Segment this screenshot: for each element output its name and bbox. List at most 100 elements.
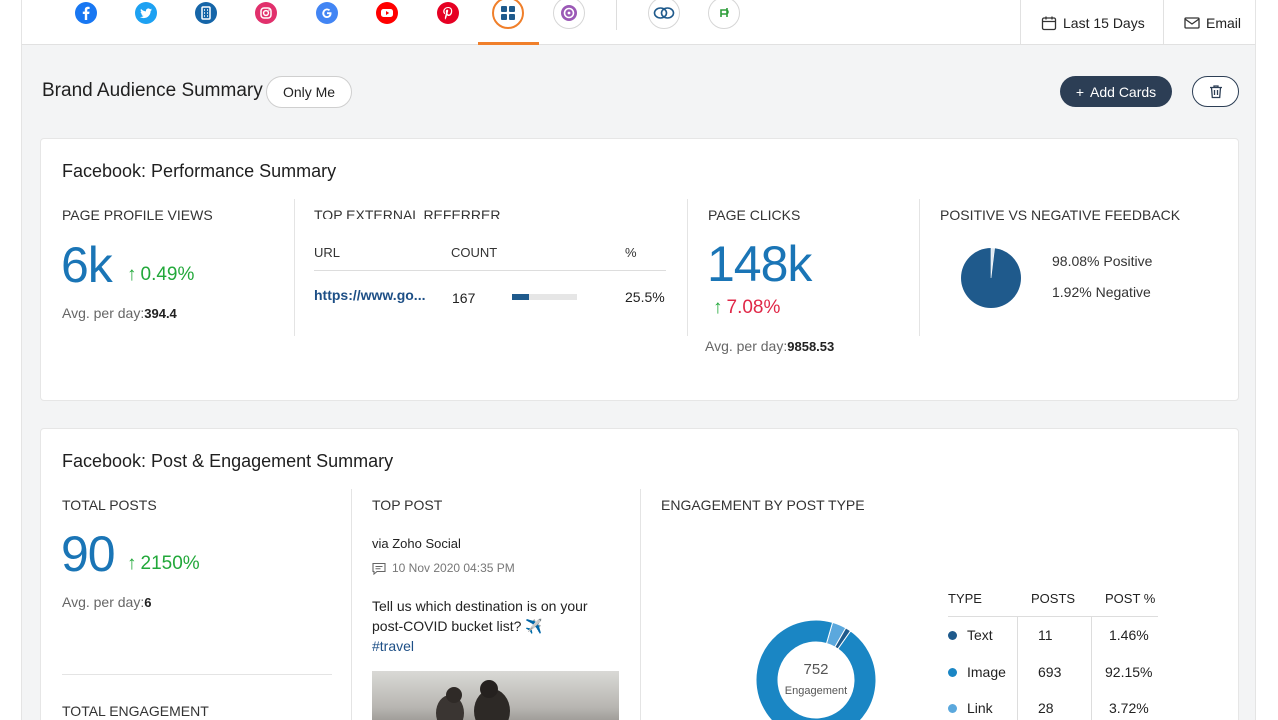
date-range-button[interactable]: Last 15 Days (1020, 0, 1163, 45)
col-pct: % (625, 245, 637, 260)
table-row: Text (948, 627, 993, 643)
engagement-type-label: ENGAGEMENT BY POST TYPE (661, 497, 865, 513)
post-hashtag[interactable]: #travel (372, 638, 415, 654)
total-engagement-label: TOTAL ENGAGEMENT (62, 703, 209, 719)
total-posts-label: TOTAL POSTS (62, 497, 157, 513)
page-clicks-change: ↑ 7.08% (713, 297, 780, 319)
total-posts-change: ↑ 2150% (127, 553, 200, 575)
avg-value: 394.4 (144, 306, 177, 321)
nav-separator (616, 0, 617, 30)
active-tab-indicator (478, 42, 539, 45)
donut-caption: Engagement (784, 685, 848, 697)
total-posts-avg: Avg. per day:6 (62, 594, 151, 610)
plus-icon: + (1075, 83, 1085, 100)
comment-icon (372, 562, 386, 575)
referrer-pct: 25.5% (625, 289, 665, 305)
section-divider (351, 489, 352, 720)
channel-navbar: Last 15 Days Email (22, 0, 1255, 45)
dashboard-icon[interactable] (492, 0, 524, 29)
arrow-up-icon: ↑ (713, 297, 723, 318)
referrer-url-link[interactable]: https://www.go... (314, 287, 426, 303)
top-post-label: TOP POST (372, 497, 443, 513)
custom-app-icon[interactable] (708, 0, 740, 29)
profile-views-change: ↑ 0.49% (127, 264, 194, 286)
delete-button[interactable] (1192, 76, 1239, 107)
referrer-share-fill (512, 294, 529, 300)
performance-summary-card: Facebook: Performance Summary PAGE PROFI… (40, 138, 1239, 401)
top-post-image[interactable] (372, 671, 619, 720)
date-range-label: Last 15 Days (1063, 14, 1145, 31)
avg-value: 9858.53 (787, 339, 835, 354)
youtube-icon[interactable] (371, 0, 403, 29)
visibility-button[interactable]: Only Me (266, 76, 352, 108)
row-pct: 1.46% (1109, 627, 1149, 643)
donut-total: 752 (803, 661, 829, 678)
negative-legend: 1.92% Negative (1052, 284, 1151, 300)
add-cards-button[interactable]: + Add Cards (1060, 76, 1172, 107)
section-divider (919, 199, 920, 336)
table-row: Link (948, 700, 993, 716)
table-col-rule (1017, 616, 1018, 720)
email-label: Email (1206, 14, 1242, 31)
add-cards-label: Add Cards (1090, 83, 1157, 100)
arrow-up-icon: ↑ (127, 264, 137, 285)
facebook-icon[interactable] (70, 0, 102, 29)
email-button[interactable]: Email (1163, 0, 1255, 45)
profile-views-value: 6k (61, 237, 113, 293)
change-value: 7.08% (726, 297, 781, 318)
th-type: TYPE (948, 591, 982, 606)
table-col-rule (1091, 616, 1092, 720)
table-header-rule (948, 616, 1158, 617)
row-type: Link (967, 700, 993, 716)
th-posts: POSTS (1031, 591, 1076, 606)
donut-slice-image (755, 619, 877, 720)
feedback-label: POSITIVE VS NEGATIVE FEEDBACK (940, 207, 1181, 223)
change-value: 0.49% (140, 264, 195, 285)
post-body: Tell us which destination is on your pos… (372, 598, 588, 634)
card-title: Facebook: Post & Engagement Summary (62, 451, 394, 471)
page-clicks-label: PAGE CLICKS (708, 207, 801, 223)
page-clicks-avg: Avg. per day:9858.53 (705, 338, 834, 354)
link-legend-dot (948, 704, 957, 713)
row-pct: 92.15% (1105, 664, 1153, 680)
instagram-icon[interactable] (250, 0, 282, 29)
google-business-icon[interactable] (190, 0, 222, 29)
section-rule (62, 674, 332, 675)
total-posts-value: 90 (61, 526, 116, 582)
row-posts: 28 (1038, 700, 1054, 716)
avg-value: 6 (144, 595, 152, 610)
top-post-source: via Zoho Social (372, 536, 461, 551)
table-header-rule (314, 270, 666, 271)
row-posts: 11 (1038, 627, 1053, 643)
avg-label: Avg. per day: (62, 594, 145, 610)
arrow-up-icon: ↑ (127, 553, 137, 574)
pinterest-icon[interactable] (432, 0, 464, 29)
profile-views-avg: Avg. per day:394.4 (62, 305, 177, 321)
top-post-text: Tell us which destination is on your pos… (372, 596, 612, 656)
avg-label: Avg. per day: (705, 338, 788, 354)
zoho-social-icon[interactable] (553, 0, 585, 29)
top-post-datetime: 10 Nov 2020 04:35 PM (372, 561, 515, 575)
image-legend-dot (948, 668, 957, 677)
referrer-count: 167 (452, 290, 476, 306)
google-icon[interactable] (311, 0, 343, 29)
calendar-icon (1041, 16, 1057, 30)
row-pct: 3.72% (1109, 700, 1149, 716)
top-referrer-label: TOP EXTERNAL REFERRER (314, 207, 501, 219)
page-title: Brand Audience Summary (42, 80, 263, 101)
engagement-donut-chart (755, 619, 877, 720)
page-clicks-value: 148k (707, 236, 812, 292)
link-icon[interactable] (648, 0, 680, 29)
referrer-share-bar (512, 294, 577, 300)
feedback-pie-chart (961, 247, 1021, 308)
profile-views-label: PAGE PROFILE VIEWS (62, 207, 213, 223)
row-posts: 693 (1038, 664, 1062, 680)
th-post-pct: POST % (1105, 591, 1156, 606)
negative-slice (990, 247, 995, 279)
app-frame: Last 15 Days Email Brand Audience Summar… (21, 0, 1256, 720)
row-type: Image (967, 664, 1006, 680)
twitter-icon[interactable] (130, 0, 162, 29)
change-value: 2150% (140, 553, 200, 574)
mail-icon (1184, 16, 1200, 29)
section-divider (294, 199, 295, 336)
